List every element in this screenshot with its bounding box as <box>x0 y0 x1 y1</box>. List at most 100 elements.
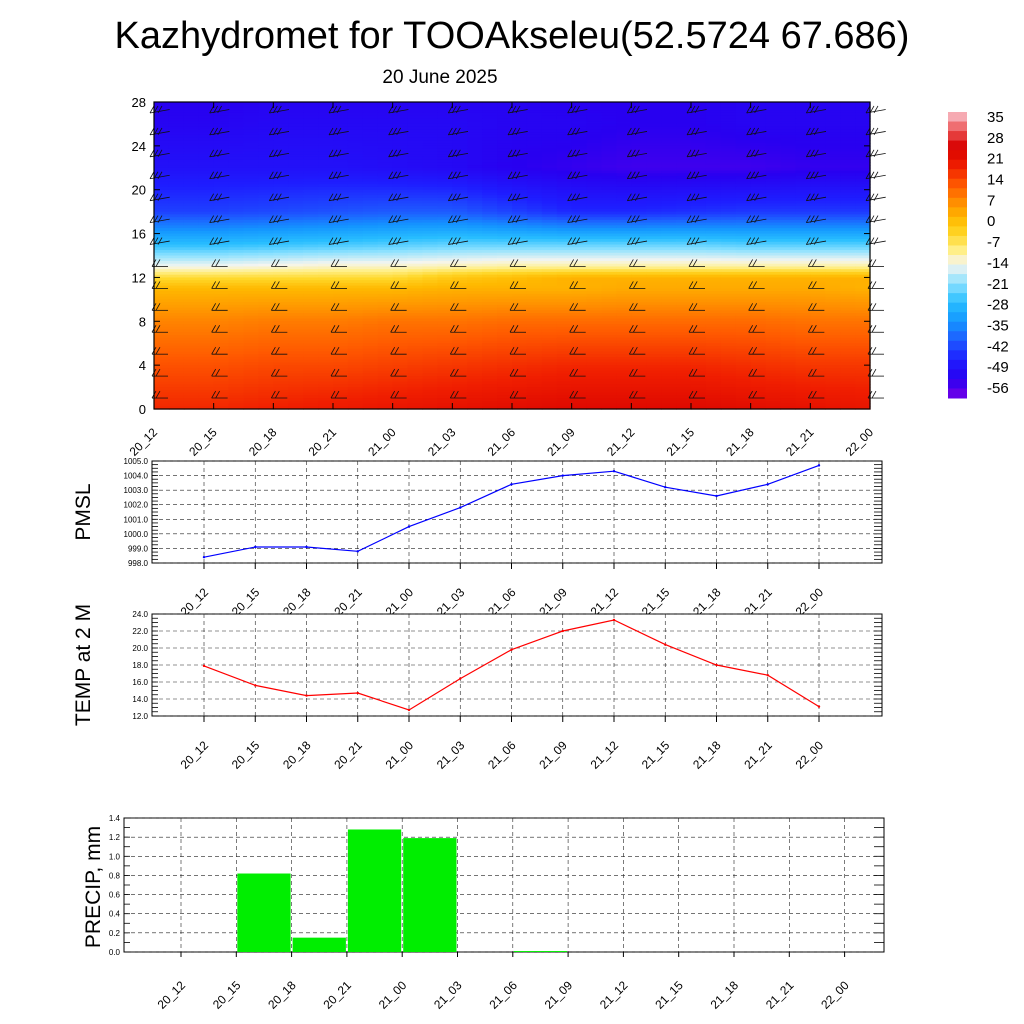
heatmap-cell <box>646 282 662 287</box>
heatmap-cell <box>631 299 647 303</box>
heatmap-cell <box>750 143 767 147</box>
heatmap-cell <box>571 291 588 295</box>
heatmap-cell <box>482 134 498 139</box>
heatmap-cell <box>526 233 543 237</box>
heatmap-cell <box>795 208 811 213</box>
heatmap-cell <box>825 203 841 207</box>
heatmap-cell <box>840 354 856 358</box>
heatmap-cell <box>735 274 752 279</box>
heatmap-cell <box>616 137 632 141</box>
heatmap-cell <box>183 255 200 259</box>
heatmap-cell <box>168 269 185 273</box>
heatmap-cell <box>333 370 349 374</box>
heatmap-cell <box>705 334 722 339</box>
heatmap-cell <box>392 134 409 139</box>
heatmap-cell <box>154 266 170 270</box>
heatmap-cell <box>720 165 737 169</box>
heatmap-cell <box>258 118 274 122</box>
heatmap-cell <box>795 362 811 366</box>
heatmap-cell <box>318 140 334 144</box>
heatmap-cell <box>705 145 722 150</box>
heatmap-cell <box>392 381 409 385</box>
heatmap-cell <box>601 373 618 377</box>
heatmap-cell <box>243 329 260 333</box>
heatmap-cell <box>154 115 170 120</box>
heatmap-cell <box>318 258 334 262</box>
heatmap-cell <box>258 115 274 120</box>
heatmap-cell <box>780 291 797 295</box>
heatmap-cell <box>168 143 185 147</box>
heatmap-cell <box>422 373 439 377</box>
heatmap-cell <box>482 162 498 166</box>
heatmap-cell <box>154 277 170 281</box>
heatmap-cell <box>705 151 722 155</box>
heatmap-cell <box>765 208 782 213</box>
heatmap-cell <box>333 197 349 202</box>
heatmap-cell <box>512 115 528 120</box>
heatmap-cell <box>258 351 274 355</box>
heatmap-cell <box>840 370 856 374</box>
heatmap-cell <box>273 343 289 347</box>
heatmap-cell <box>631 167 647 172</box>
heatmap-cell <box>855 277 871 281</box>
heatmap-cell <box>392 112 409 117</box>
heatmap-cell <box>183 121 200 125</box>
heatmap-cell <box>765 222 782 226</box>
heatmap-cell <box>213 354 230 358</box>
heatmap-cell <box>407 195 424 199</box>
heatmap-cell <box>765 258 782 262</box>
heatmap-cell <box>437 195 453 199</box>
heatmap-cell <box>243 384 260 388</box>
heatmap-cell <box>154 255 170 259</box>
heatmap-cell <box>631 197 647 202</box>
heatmap-cell <box>586 266 603 270</box>
heatmap-cell <box>183 365 200 369</box>
heatmap-cell <box>571 269 588 273</box>
heatmap-cell <box>392 132 409 136</box>
heatmap-cell <box>273 132 289 136</box>
heatmap-cell <box>840 178 856 183</box>
heatmap-cell <box>616 143 632 147</box>
heatmap-cell <box>198 143 215 147</box>
heatmap-cell <box>198 230 215 235</box>
heatmap-cell <box>825 233 841 237</box>
heatmap-cell <box>213 195 230 199</box>
heatmap-cell <box>825 173 841 177</box>
heatmap-cell <box>676 321 692 325</box>
heatmap-cell <box>154 315 170 320</box>
heatmap-cell <box>497 348 513 353</box>
heatmap-cell <box>362 208 379 213</box>
heatmap-cell <box>243 178 260 183</box>
heatmap-cell <box>497 206 513 210</box>
heatmap-cell <box>183 310 200 314</box>
heatmap-cell <box>601 318 618 322</box>
heatmap-cell <box>661 203 677 207</box>
heatmap-cell <box>243 340 260 344</box>
heatmap-cell <box>243 285 260 289</box>
heatmap-cell <box>735 228 752 232</box>
heatmap-cell <box>586 340 603 344</box>
heatmap-cell <box>646 356 662 361</box>
heatmap-cell <box>631 162 647 166</box>
heatmap-cell <box>392 110 409 114</box>
heatmap-cell <box>213 244 230 248</box>
heatmap-cell <box>750 206 767 210</box>
heatmap-cell <box>288 354 304 358</box>
heatmap-cell <box>780 343 797 347</box>
heatmap-cell <box>437 285 453 289</box>
heatmap-cell <box>646 321 662 325</box>
heatmap-cell <box>347 208 364 213</box>
heatmap-cell <box>168 195 185 199</box>
heatmap-cell <box>691 200 707 205</box>
heatmap-cell <box>168 376 185 380</box>
heatmap-cell <box>333 112 349 117</box>
heatmap-cell <box>526 134 543 139</box>
heatmap-cell <box>437 343 453 347</box>
heatmap-cell <box>586 296 603 300</box>
heatmap-cell <box>467 230 483 235</box>
heatmap-cell <box>676 110 692 114</box>
heatmap-cell <box>512 356 528 361</box>
heatmap-cell <box>258 315 274 320</box>
heatmap-cell <box>720 162 737 166</box>
heatmap-cell <box>631 345 647 350</box>
